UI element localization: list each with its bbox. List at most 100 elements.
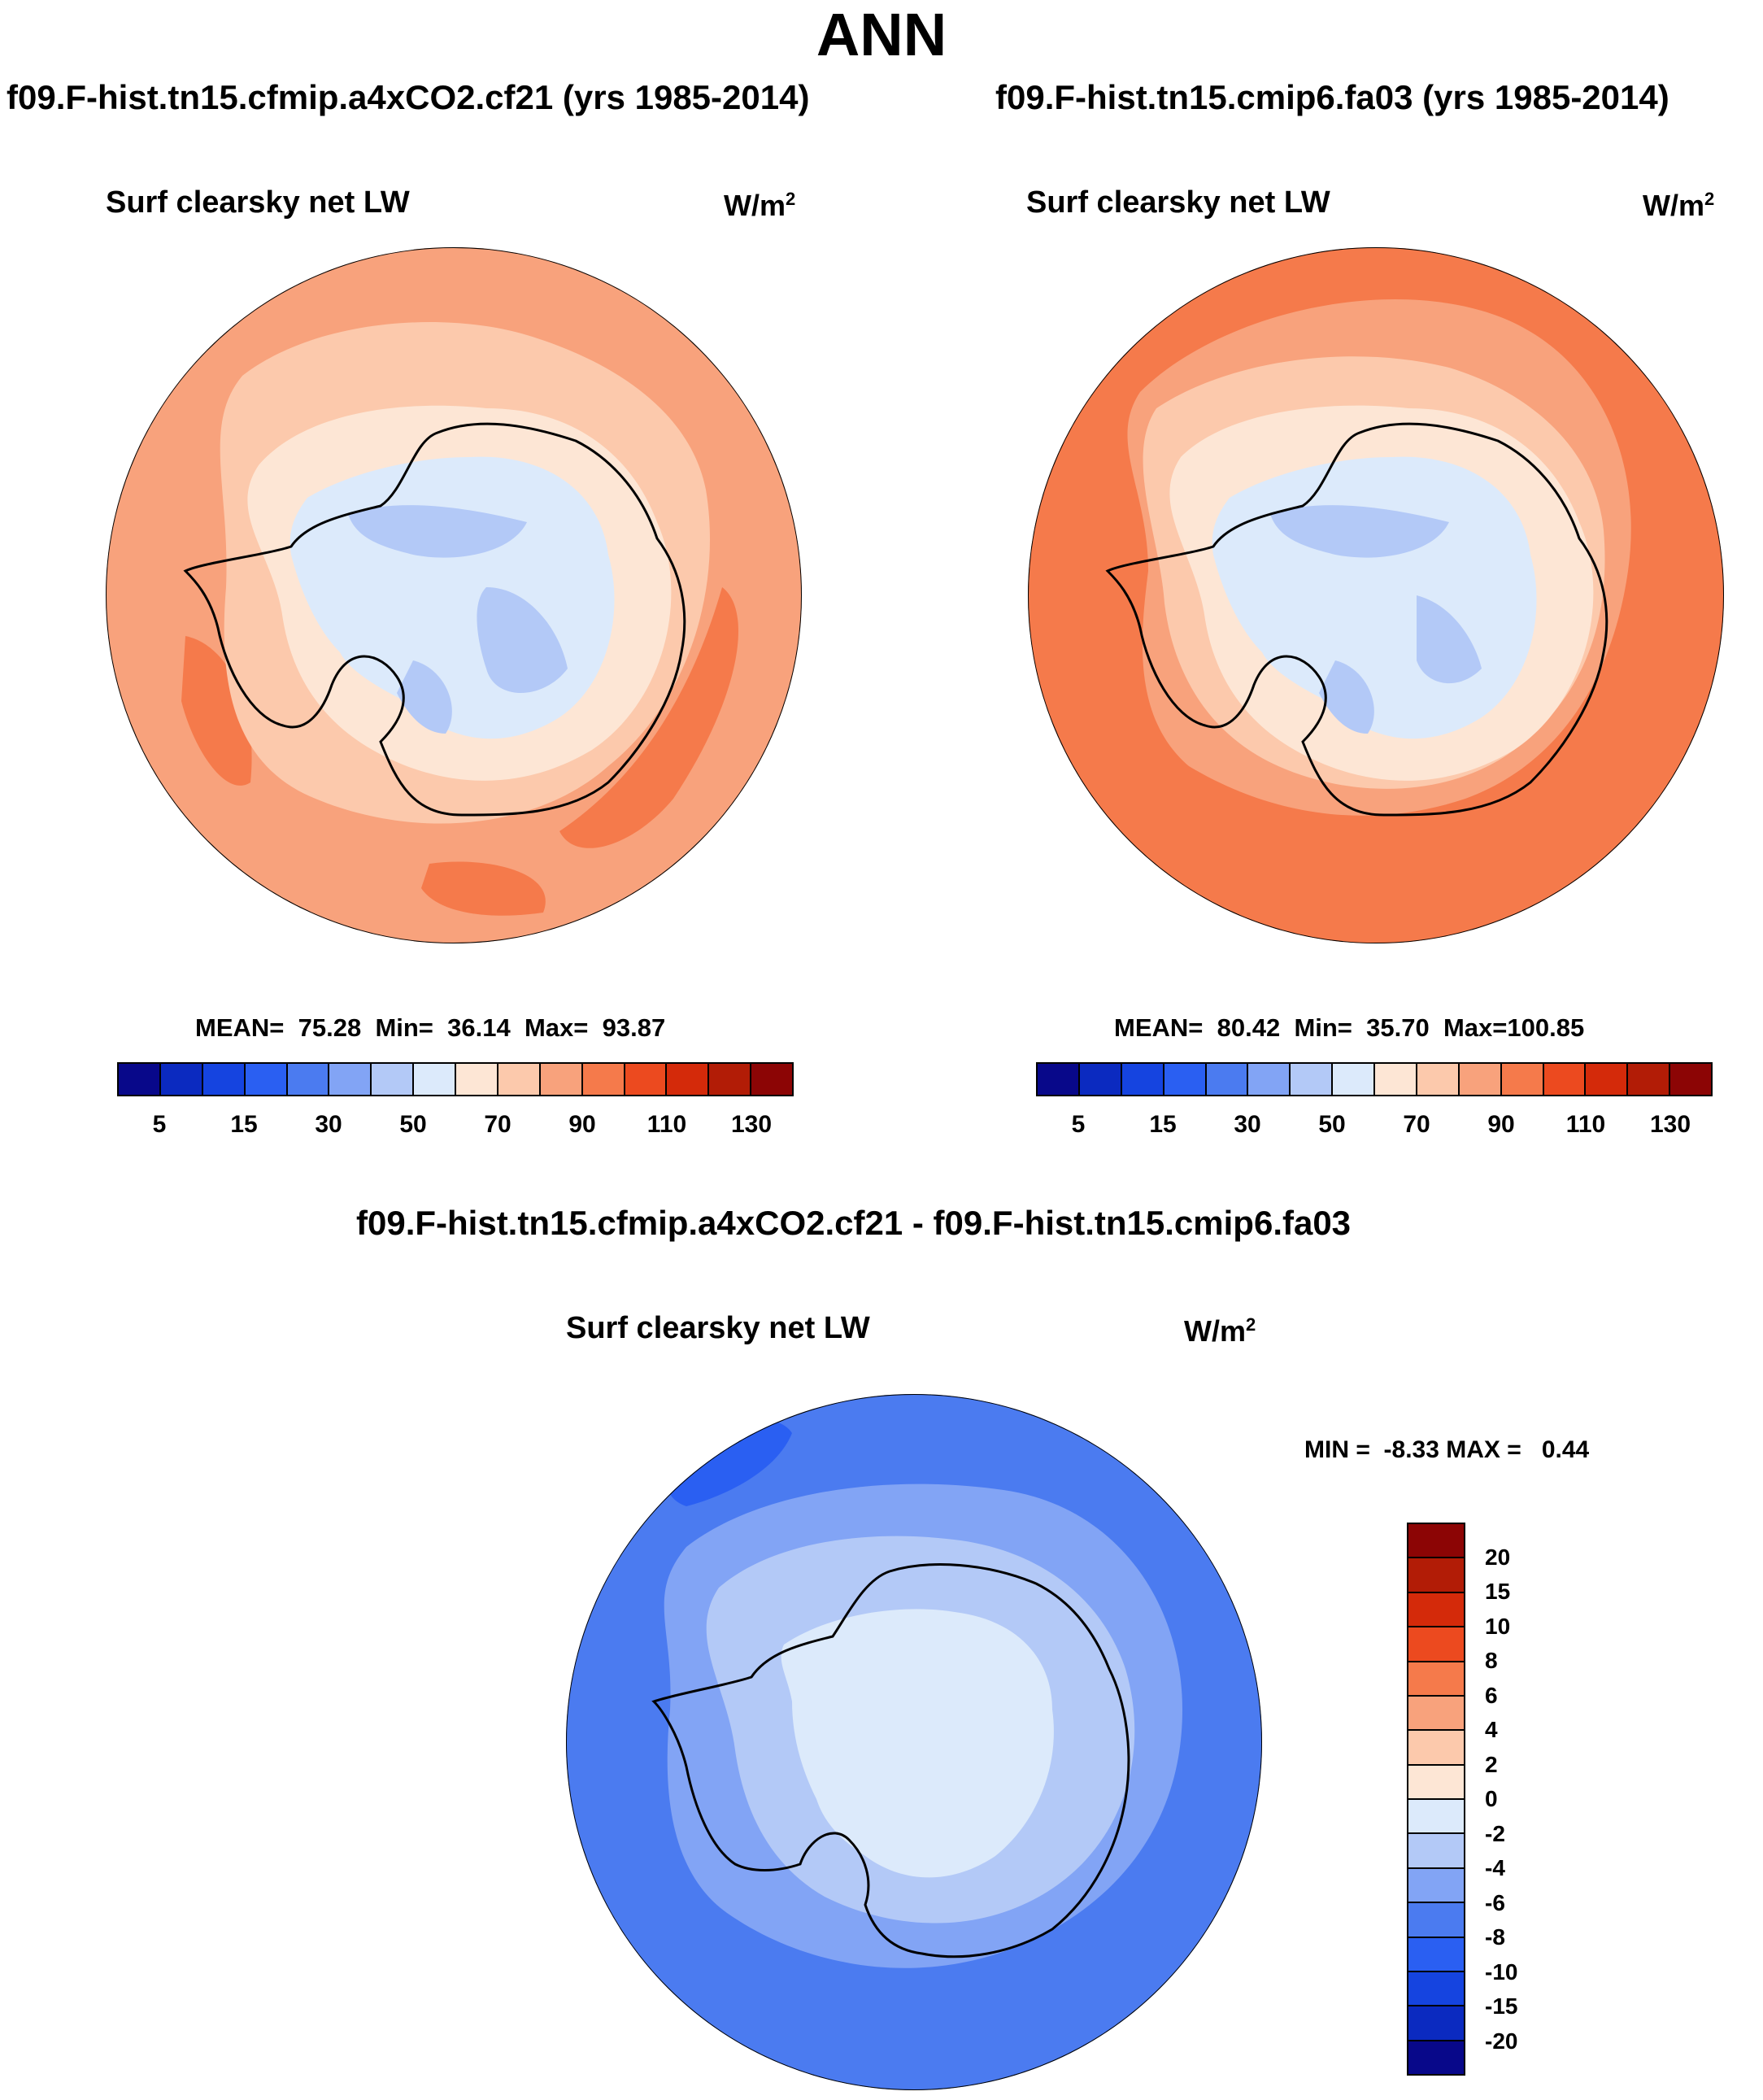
panel-b-case-title: f09.F-hist.tn15.cmip6.fa03 (yrs 1985-201… [995, 78, 1669, 116]
colorbar-swatch [372, 1064, 415, 1095]
diff-land [781, 1609, 1054, 1878]
colorbar-tick-label: -15 [1485, 1993, 1518, 2019]
panel-a-case-title: f09.F-hist.tn15.cfmip.a4xCO2.cf21 (yrs 1… [7, 78, 810, 116]
colorbar-tick-label: 130 [730, 1111, 773, 1138]
panel-a-interior [397, 660, 452, 734]
colorbar-swatch [1408, 1627, 1464, 1662]
diff-variable-label: Surf clearsky net LW [566, 1311, 870, 1345]
diff-map [566, 1394, 1262, 2090]
panel-b-map [1028, 247, 1724, 943]
colorbar-tick-label: 110 [1565, 1111, 1606, 1138]
colorbar-swatch [1408, 1800, 1464, 1835]
colorbar-swatch [1417, 1064, 1460, 1095]
colorbar-swatch [1408, 1765, 1464, 1800]
colorbar-tick-label: 70 [484, 1111, 511, 1138]
colorbar-swatch [329, 1064, 372, 1095]
colorbar-swatch [1333, 1064, 1375, 1095]
panel-a-map [106, 247, 802, 943]
colorbar-swatch [1408, 1937, 1464, 1972]
colorbar-tick-label: -8 [1485, 1924, 1505, 1950]
colorbar-tick-label: 6 [1485, 1682, 1498, 1708]
colorbar-swatch [1628, 1064, 1671, 1095]
colorbar-swatch [1408, 1971, 1464, 2007]
colorbar-swatch [1408, 1696, 1464, 1732]
panel-a-hot-patch [181, 636, 252, 786]
colorbar-swatch [1164, 1064, 1207, 1095]
colorbar-swatch [1408, 2041, 1464, 2074]
colorbar-tick-label: 15 [230, 1111, 258, 1138]
colorbar-tick-label: 2 [1485, 1751, 1498, 1777]
colorbar-tick-label: 90 [568, 1111, 596, 1138]
colorbar-tick-label: -2 [1485, 1820, 1505, 1846]
colorbar-tick-label: 4 [1485, 1717, 1498, 1742]
colorbar-tick-label: 5 [152, 1111, 167, 1138]
colorbar-swatch [1291, 1064, 1334, 1095]
colorbar-tick-label: 5 [1071, 1111, 1086, 1138]
colorbar-swatch [1408, 1903, 1464, 1938]
panel-a-colorbar [117, 1062, 794, 1096]
colorbar-swatch [751, 1064, 792, 1095]
colorbar-tick-label: -10 [1485, 1958, 1518, 1985]
colorbar-tick-label: 130 [1649, 1111, 1691, 1138]
plot-title: ANN [816, 1, 947, 68]
panel-a-hot-patch [559, 587, 738, 848]
panel-b-variable-label: Surf clearsky net LW [1026, 185, 1330, 220]
colorbar-swatch [498, 1064, 541, 1095]
colorbar-swatch [1121, 1064, 1164, 1095]
colorbar-tick-label: -4 [1485, 1855, 1505, 1880]
colorbar-swatch [1408, 1558, 1464, 1593]
panel-b-interior [1417, 595, 1482, 684]
panel-b-units: W/m2 [1643, 189, 1715, 222]
colorbar-swatch [1459, 1064, 1502, 1095]
colorbar-tick-label: -6 [1485, 1889, 1505, 1915]
diff-coastline [651, 1563, 1130, 1958]
panel-a-units: W/m2 [724, 189, 796, 222]
diff-colorbar-ticks: 20 15 10 8 6 4 2 0 -2 -4 -6 -8 -10 -15 -20 [1485, 1523, 1550, 2076]
colorbar-swatch [414, 1064, 456, 1095]
colorbar-swatch [1079, 1064, 1122, 1095]
colorbar-swatch [287, 1064, 330, 1095]
diff-min-max: MIN = -8.33 MAX = 0.44 [1304, 1436, 1590, 1463]
colorbar-swatch [1501, 1064, 1544, 1095]
colorbar-tick-label: 0 [1485, 1786, 1498, 1811]
colorbar-tick-label: 50 [399, 1111, 427, 1138]
panel-b-coastline [1105, 422, 1608, 817]
colorbar-swatch [202, 1064, 246, 1095]
panel-a-coastline [183, 422, 686, 817]
colorbar-swatch [1408, 1662, 1464, 1697]
colorbar-tick-label: 20 [1485, 1544, 1511, 1570]
colorbar-swatch [1408, 1592, 1464, 1628]
colorbar-tick-label: -20 [1485, 2028, 1518, 2054]
colorbar-swatch [1206, 1064, 1249, 1095]
colorbar-tick-label: 50 [1318, 1111, 1346, 1138]
colorbar-tick-label: 30 [315, 1111, 342, 1138]
panel-a-variable-label: Surf clearsky net LW [106, 185, 410, 220]
colorbar-swatch [709, 1064, 752, 1095]
diff-colorbar [1407, 1523, 1465, 2076]
colorbar-swatch [1408, 1868, 1464, 1904]
colorbar-tick-label: 90 [1487, 1111, 1515, 1138]
colorbar-tick-label: 8 [1485, 1648, 1498, 1673]
panel-a-hot-patch [421, 861, 546, 916]
colorbar-swatch [245, 1064, 288, 1095]
colorbar-swatch [1375, 1064, 1417, 1095]
colorbar-swatch [160, 1064, 203, 1095]
colorbar-swatch [1408, 2006, 1464, 2041]
colorbar-tick-label: 15 [1485, 1579, 1511, 1604]
panel-b-interior [1270, 505, 1449, 558]
colorbar-swatch [625, 1064, 668, 1095]
panel-b-stats: MEAN= 80.42 Min= 35.70 Max=100.85 [1114, 1013, 1585, 1042]
colorbar-swatch [119, 1064, 161, 1095]
diff-title: f09.F-hist.tn15.cfmip.a4xCO2.cf21 - f09.… [356, 1204, 1352, 1242]
colorbar-swatch [1586, 1064, 1629, 1095]
colorbar-tick-label: 10 [1485, 1613, 1511, 1639]
panel-a-interior [348, 505, 527, 558]
colorbar-tick-label: 110 [646, 1111, 687, 1138]
colorbar-swatch [582, 1064, 625, 1095]
panel-b-colorbar-ticks: 5 15 30 50 70 90 110 130 [1036, 1111, 1713, 1144]
colorbar-tick-label: 15 [1149, 1111, 1177, 1138]
panel-a-stats: MEAN= 75.28 Min= 36.14 Max= 93.87 [195, 1013, 666, 1042]
panel-a-colorbar-ticks: 5 15 30 50 70 90 110 130 [117, 1111, 794, 1144]
colorbar-swatch [667, 1064, 710, 1095]
panel-b-colorbar [1036, 1062, 1713, 1096]
